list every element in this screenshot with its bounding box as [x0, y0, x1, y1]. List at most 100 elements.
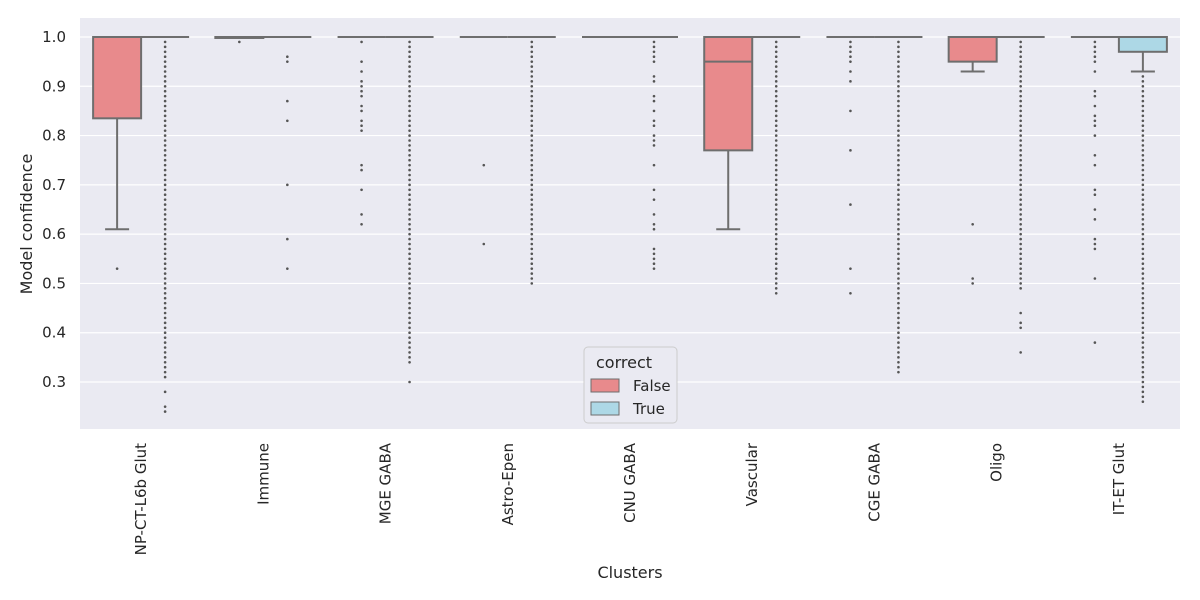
- outlier-point: [1141, 360, 1145, 364]
- outlier-point: [774, 94, 778, 98]
- outlier-point: [1141, 316, 1145, 320]
- legend-swatch-false: [590, 378, 620, 393]
- outlier-point: [1141, 119, 1145, 123]
- outlier-point: [897, 89, 900, 93]
- outlier-point: [1093, 208, 1097, 211]
- outlier-point: [897, 99, 900, 103]
- outlier-point: [1141, 262, 1145, 266]
- outlier-point: [286, 55, 289, 59]
- outlier-point: [163, 277, 167, 280]
- outlier-point: [1141, 311, 1145, 315]
- outlier-point: [774, 242, 778, 246]
- outlier-point: [163, 45, 167, 49]
- outlier-point: [897, 356, 900, 359]
- outlier-point: [897, 84, 900, 88]
- outlier-point: [774, 40, 778, 44]
- outlier-point: [897, 153, 900, 157]
- outlier-point: [1019, 104, 1022, 108]
- outlier-point: [897, 168, 900, 172]
- outlier-point: [408, 287, 411, 290]
- outlier-point: [530, 134, 534, 137]
- outlier-point: [163, 89, 167, 93]
- outlier-point: [897, 321, 900, 325]
- outlier-point: [163, 99, 167, 103]
- box-body: [1117, 36, 1168, 53]
- outlier-point: [163, 134, 167, 137]
- outlier-point: [1141, 306, 1145, 310]
- outlier-point: [897, 178, 900, 182]
- outlier-point: [1019, 326, 1022, 330]
- outlier-point: [1141, 134, 1145, 137]
- outlier-point: [530, 94, 534, 98]
- outlier-point: [897, 109, 900, 113]
- outlier-point: [1093, 114, 1097, 118]
- x-tick-label: CNU GABA: [621, 442, 639, 523]
- outlier-point: [774, 232, 778, 236]
- outlier-point: [1093, 119, 1097, 123]
- outlier-point: [163, 163, 167, 167]
- outlier-point: [482, 242, 486, 246]
- outlier-point: [408, 326, 411, 330]
- outlier-point: [530, 60, 534, 63]
- outlier-point: [1141, 208, 1145, 211]
- outlier-point: [774, 50, 778, 54]
- outlier-point: [971, 277, 974, 280]
- outlier-point: [163, 242, 167, 246]
- outlier-point: [408, 168, 411, 172]
- box-false-9: [1070, 36, 1119, 344]
- outlier-point: [163, 188, 167, 192]
- outlier-point: [897, 346, 900, 349]
- outlier-point: [530, 267, 534, 270]
- outlier-point: [774, 55, 778, 59]
- outlier-point: [408, 114, 411, 118]
- outlier-point: [408, 104, 411, 108]
- outlier-point: [774, 149, 778, 152]
- outlier-point: [408, 124, 411, 128]
- outlier-point: [652, 139, 656, 142]
- outlier-point: [897, 124, 900, 128]
- outlier-point: [897, 203, 900, 206]
- outlier-point: [774, 168, 778, 172]
- outlier-point: [408, 40, 411, 44]
- outlier-point: [163, 114, 167, 118]
- outlier-point: [1019, 144, 1022, 147]
- outlier-point: [163, 198, 167, 201]
- outlier-point: [360, 119, 363, 123]
- outlier-point: [897, 158, 900, 162]
- outlier-point: [1141, 277, 1145, 280]
- outlier-point: [652, 134, 656, 137]
- outlier-point: [408, 80, 411, 83]
- outlier-point: [530, 158, 534, 162]
- box-body: [703, 36, 754, 152]
- outlier-point: [360, 222, 363, 226]
- y-tick-label: 0.7: [42, 176, 66, 194]
- outlier-point: [1019, 50, 1022, 54]
- legend: correct False True: [583, 346, 678, 424]
- outlier-point: [1019, 163, 1022, 167]
- outlier-point: [897, 40, 900, 44]
- outlier-point: [1141, 326, 1145, 330]
- outlier-point: [408, 306, 411, 310]
- outlier-point: [163, 149, 167, 152]
- box-true-8: [996, 36, 1045, 354]
- outlier-point: [1141, 232, 1145, 236]
- outlier-point: [1141, 272, 1145, 275]
- box-false-4: [459, 36, 508, 246]
- outlier-point: [1093, 89, 1097, 93]
- outlier-point: [897, 149, 900, 152]
- outlier-point: [652, 163, 656, 167]
- outlier-point: [1141, 346, 1145, 349]
- box-false-6: [703, 36, 754, 231]
- outlier-point: [897, 70, 900, 73]
- outlier-point: [408, 173, 411, 177]
- outlier-point: [1141, 291, 1145, 295]
- outlier-point: [774, 114, 778, 118]
- outlier-point: [774, 218, 778, 221]
- outlier-point: [1093, 60, 1097, 63]
- outlier-point: [530, 55, 534, 59]
- outlier-point: [530, 282, 534, 285]
- outlier-point: [1019, 60, 1022, 63]
- outlier-point: [1093, 188, 1097, 192]
- outlier-point: [1141, 356, 1145, 359]
